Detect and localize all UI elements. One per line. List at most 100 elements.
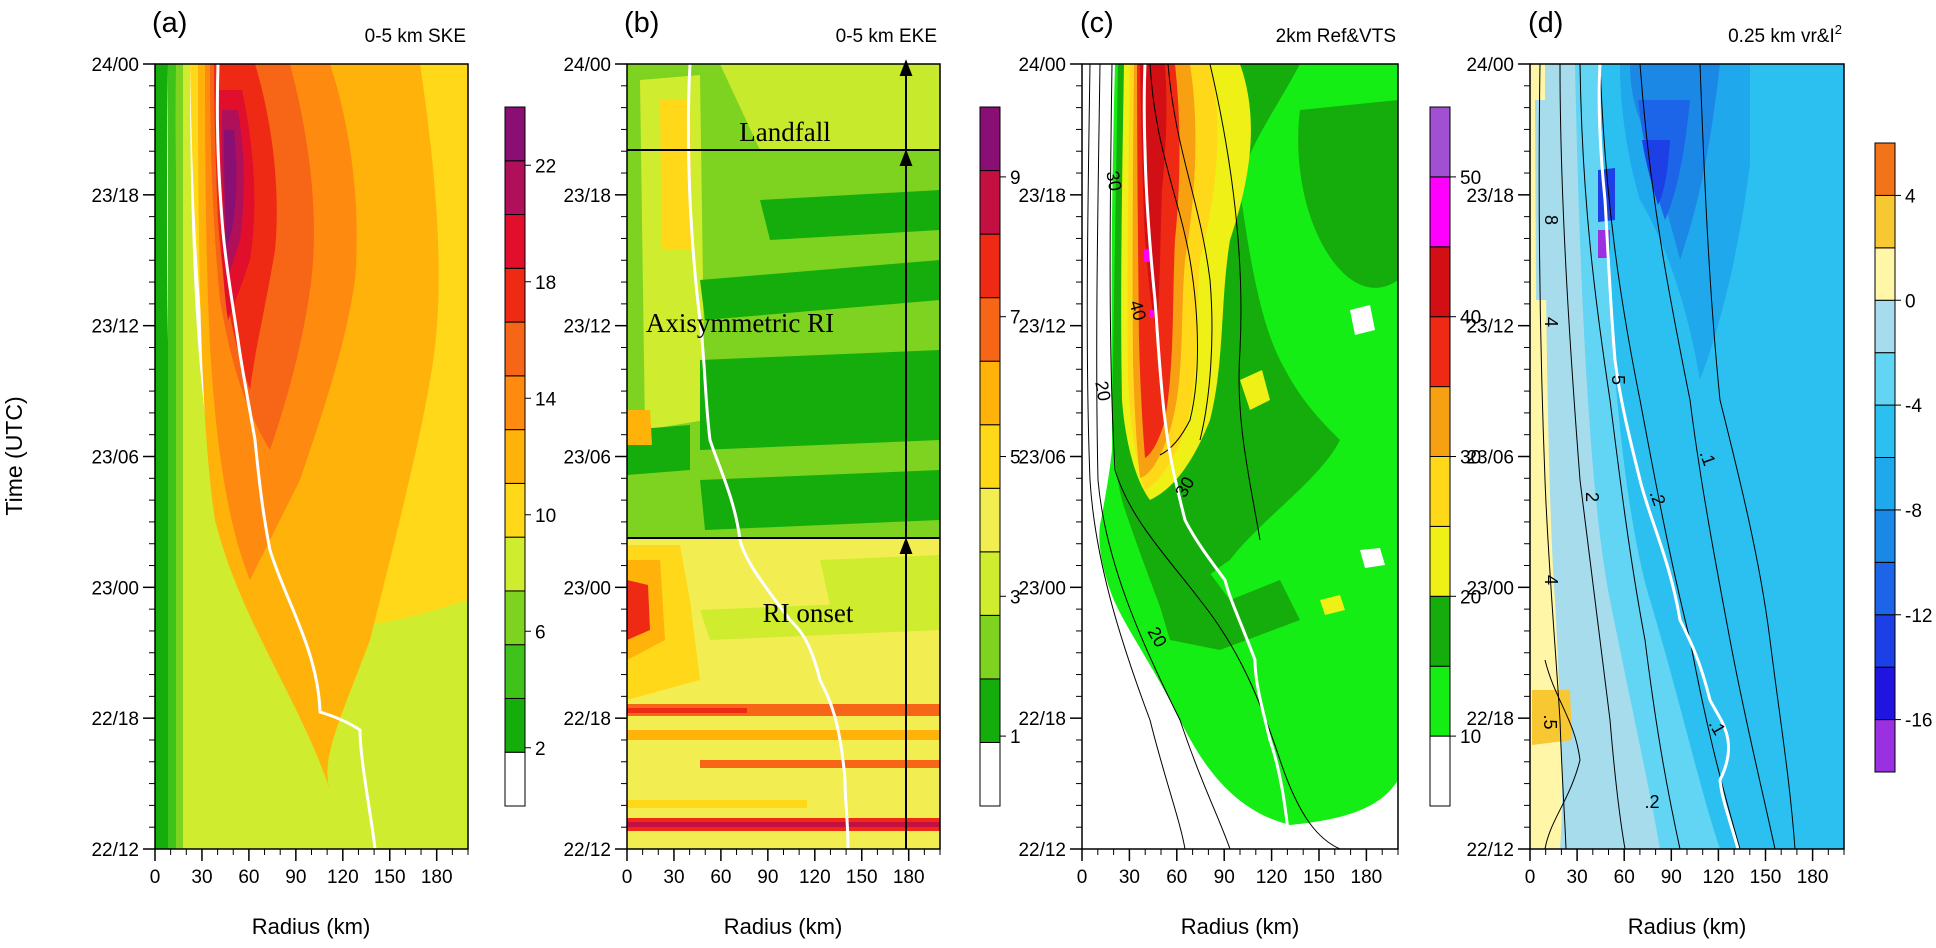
radius-tick-label: 30	[191, 867, 212, 888]
rmw-track-line	[1597, 64, 1740, 849]
colorbar-tick-label: 10	[1460, 727, 1481, 748]
panel-c-colorbar: 10 20 30 40 50	[1429, 106, 1481, 807]
time-tick-label: 24/00	[1466, 55, 1514, 76]
colorbar-tick-label: 10	[535, 506, 556, 527]
panel-b-xlabel: Radius (km)	[724, 914, 843, 939]
colorbar-tick-label: 30	[1460, 448, 1481, 469]
colorbar-swatch	[1429, 246, 1451, 318]
panel-d-title: 0.25 km vr&I2	[1728, 22, 1842, 47]
radius-tick-label: 120	[327, 867, 359, 888]
colorbar-tick-label: 2	[535, 739, 546, 760]
colorbar-swatch	[1429, 665, 1451, 737]
panel-a: (a) 0-5 km SKE 24/00 23/18 23/12 23/06 23/00…	[91, 7, 556, 939]
vr-contours	[1538, 64, 1796, 849]
colorbar-swatch	[979, 551, 1001, 616]
radius-tick-label: 180	[1351, 867, 1383, 888]
colorbar-tick-label: 4	[1905, 186, 1916, 207]
panel-d: 8 4 5 .1 2 .2 4 .1 .5 .2 (d) 0.25 km vr&…	[1466, 7, 1932, 939]
colorbar-tick-label: 3	[1010, 587, 1021, 608]
colorbar-swatch	[979, 360, 1001, 426]
radius-tick-label: 0	[1077, 867, 1088, 888]
time-tick-label: 22/12	[91, 840, 139, 861]
colorbar-swatch	[979, 297, 1001, 362]
radius-tick-label: 120	[1703, 867, 1735, 888]
colorbar-tick-label: -8	[1905, 501, 1922, 522]
svg-text:.2: .2	[1646, 487, 1670, 508]
time-tick-label: 22/12	[1018, 840, 1066, 861]
colorbar-swatch	[979, 170, 1001, 235]
time-tick-label: 22/12	[1466, 840, 1514, 861]
colorbar-swatch	[1429, 316, 1451, 388]
landfall-annotation: Landfall	[739, 117, 830, 147]
time-tick-label: 23/12	[91, 317, 139, 338]
panel-c-radius-ticks: 0 30 60 90 120 150 180	[1077, 849, 1399, 888]
panel-c-label: (c)	[1080, 7, 1114, 39]
colorbar-swatch	[1429, 106, 1451, 178]
radius-tick-label: 90	[285, 867, 306, 888]
panel-b-field	[627, 64, 940, 849]
colorbar-tick-label: -4	[1905, 396, 1922, 417]
radius-tick-label: 150	[374, 867, 406, 888]
time-tick-label: 23/00	[91, 578, 139, 599]
axisymmetric-ri-annotation: Axisymmetric RI	[646, 308, 834, 338]
panel-a-title: 0-5 km SKE	[365, 26, 466, 47]
radius-tick-label: 60	[710, 867, 731, 888]
ri-onset-annotation: RI onset	[763, 598, 854, 628]
panel-a-label: (a)	[152, 7, 187, 39]
colorbar-swatch	[504, 751, 526, 807]
colorbar-swatch	[1874, 299, 1896, 354]
panel-a-field	[155, 64, 468, 849]
vts-contours	[1086, 64, 1341, 849]
colorbar-tick-label: 9	[1010, 168, 1021, 189]
colorbar-swatch	[1874, 352, 1896, 406]
time-tick-label: 23/18	[1018, 186, 1066, 207]
colorbar-tick-label: 50	[1460, 168, 1481, 189]
radius-tick-label: 0	[150, 867, 161, 888]
panel-d-field	[1530, 64, 1844, 849]
colorbar-tick-label: 6	[535, 622, 546, 643]
time-tick-label: 23/06	[91, 448, 139, 469]
panel-b-label: (b)	[624, 7, 659, 39]
colorbar-swatch	[504, 590, 526, 646]
panel-b-title: 0-5 km EKE	[836, 26, 937, 47]
time-tick-label: 23/12	[1018, 317, 1066, 338]
colorbar-tick-label: 7	[1010, 308, 1021, 329]
radius-tick-label: 180	[421, 867, 453, 888]
colorbar-swatch	[1429, 525, 1451, 597]
time-tick-label: 23/18	[563, 186, 611, 207]
radius-tick-label: 150	[846, 867, 878, 888]
colorbar-swatch	[1429, 386, 1451, 458]
colorbar-swatch	[504, 375, 526, 431]
panel-c-title: 2km Ref&VTS	[1276, 26, 1396, 47]
colorbar-swatch	[979, 233, 1001, 299]
colorbar-tick-label: -16	[1905, 711, 1932, 732]
radius-tick-label: 60	[238, 867, 259, 888]
svg-text:4: 4	[1541, 317, 1561, 327]
panel-a-radius-ticks: 0 30 60 90 120 150 180	[150, 849, 469, 888]
colorbar-swatch	[504, 160, 526, 216]
colorbar-tick-label: 18	[535, 273, 556, 294]
rmw-track-line	[1142, 64, 1292, 849]
time-tick-label: 23/00	[563, 578, 611, 599]
colorbar-swatch	[979, 614, 1001, 680]
colorbar-tick-label: 5	[1010, 448, 1021, 469]
time-tick-label: 23/18	[1466, 186, 1514, 207]
time-tick-label: 23/00	[1466, 578, 1514, 599]
time-tick-label: 23/12	[563, 317, 611, 338]
colorbar-swatch	[1429, 595, 1451, 667]
time-tick-label: 23/12	[1466, 317, 1514, 338]
colorbar-tick-label: 1	[1010, 727, 1021, 748]
radius-tick-label: 30	[663, 867, 684, 888]
colorbar-swatch	[979, 678, 1001, 743]
time-tick-label: 23/18	[91, 186, 139, 207]
colorbar-swatch	[1874, 194, 1896, 249]
panel-b-radius-ticks: 0 30 60 90 120 150 180	[622, 849, 941, 888]
svg-text:2: 2	[1582, 492, 1602, 502]
colorbar-swatch	[1874, 404, 1896, 459]
panel-b: Landfall Axisymmetric RI RI onset (b) 0-…	[563, 7, 1020, 939]
colorbar-swatch	[504, 429, 526, 484]
colorbar-swatch	[1874, 561, 1896, 616]
rmw-track-line	[215, 64, 377, 849]
radius-tick-label: 60	[1166, 867, 1187, 888]
